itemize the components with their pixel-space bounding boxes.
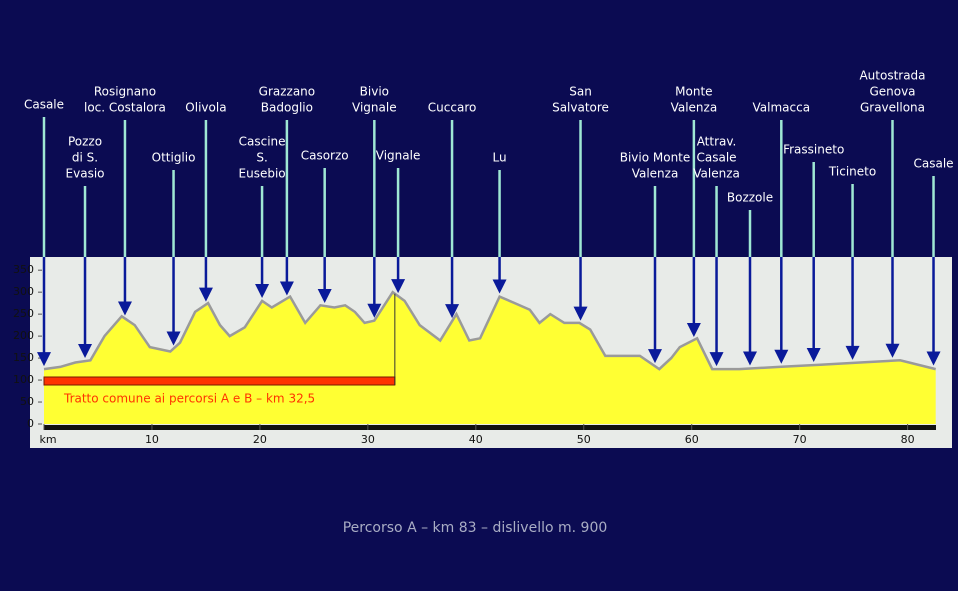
marker-arrow [806, 348, 821, 363]
marker-label: Genova [869, 85, 915, 99]
y-tick-label: 350 [13, 263, 34, 276]
common-section-bar [43, 376, 396, 386]
marker-label: Salvatore [552, 101, 609, 115]
y-tick-label: 100 [13, 373, 34, 386]
marker-arrow [391, 279, 406, 294]
marker-label: Monte [675, 85, 712, 99]
y-tick-label: 200 [13, 329, 34, 342]
marker-label: Frassineto [783, 143, 844, 157]
marker-arrow [166, 331, 181, 346]
marker-arrow [885, 343, 900, 358]
marker-arrow [743, 351, 758, 366]
marker-label: Vignale [376, 149, 421, 163]
marker-label: Rosignano [94, 85, 156, 99]
x-tick-label: 30 [361, 433, 375, 446]
marker-arrow [926, 351, 941, 366]
marker-label: Evasio [66, 167, 105, 181]
marker-label: Casale [913, 157, 953, 171]
marker-label: Vignale [352, 101, 397, 115]
x-tick-label: 80 [901, 433, 915, 446]
common-section-label: Tratto comune ai percorsi A e B – km 32,… [63, 392, 315, 406]
y-tick-label: 300 [13, 285, 34, 298]
marker-label: Cuccaro [428, 101, 477, 115]
marker-arrow [573, 306, 588, 321]
marker-label: Bivio [360, 85, 389, 99]
marker-label: Gravellona [860, 101, 925, 115]
y-tick-label: 150 [13, 351, 34, 364]
marker-label: Eusebio [239, 167, 286, 181]
y-tick-label: 250 [13, 307, 34, 320]
marker-arrow [845, 345, 860, 360]
marker-label: Valenza [671, 101, 718, 115]
marker-label: Ticineto [828, 165, 876, 179]
marker-arrow [445, 304, 460, 319]
marker-label: Attrav. [697, 135, 737, 149]
y-tick-label: 0 [27, 417, 34, 430]
marker-label: Valmacca [753, 101, 811, 115]
marker-label: S. [256, 151, 267, 165]
marker-label: Casale [24, 98, 64, 112]
marker-arrow [78, 344, 93, 359]
x-tick-label: km [39, 433, 56, 446]
marker-label: Casale [697, 151, 737, 165]
profile-line [43, 290, 936, 371]
x-tick-label: 60 [685, 433, 699, 446]
x-tick-label: 50 [577, 433, 591, 446]
axis-strip [44, 425, 936, 430]
marker-arrow [648, 349, 663, 364]
marker-label: San [569, 85, 592, 99]
marker-arrow [492, 279, 507, 294]
marker-arrow [317, 289, 332, 304]
marker-arrow [279, 281, 294, 296]
marker-label: Autostrada [859, 69, 925, 83]
marker-label: Olivola [185, 101, 226, 115]
marker-label: Badoglio [261, 101, 313, 115]
marker-label: Lu [493, 151, 507, 165]
marker-arrow [37, 352, 51, 367]
x-tick-label: 20 [253, 433, 267, 446]
marker-label: Casorzo [301, 149, 349, 163]
x-tick-label: 10 [145, 433, 159, 446]
marker-label: loc. Costalora [84, 101, 166, 115]
marker-label: Ottiglio [152, 151, 196, 165]
marker-label: Grazzano [259, 85, 315, 99]
marker-arrow [255, 283, 270, 298]
y-tick-label: 50 [20, 395, 34, 408]
marker-label: Cascine [239, 135, 286, 149]
marker-arrow [367, 303, 382, 318]
marker-label: Valenza [693, 167, 740, 181]
marker-arrow [198, 287, 213, 302]
profile-fill [44, 292, 936, 424]
marker-label: Valenza [632, 167, 679, 181]
marker-arrow [686, 322, 701, 337]
marker-label: di S. [72, 151, 98, 165]
chart-title: Percorso A – km 83 – dislivello m. 900 [343, 520, 608, 536]
x-tick-label: 70 [793, 433, 807, 446]
marker-arrow [117, 301, 132, 316]
marker-arrow [709, 352, 724, 367]
x-tick-label: 40 [469, 433, 483, 446]
marker-arrow [774, 349, 789, 364]
marker-label: Bozzole [727, 191, 773, 205]
marker-label: Pozzo [68, 135, 102, 149]
marker-label: Bivio Monte [620, 151, 691, 165]
